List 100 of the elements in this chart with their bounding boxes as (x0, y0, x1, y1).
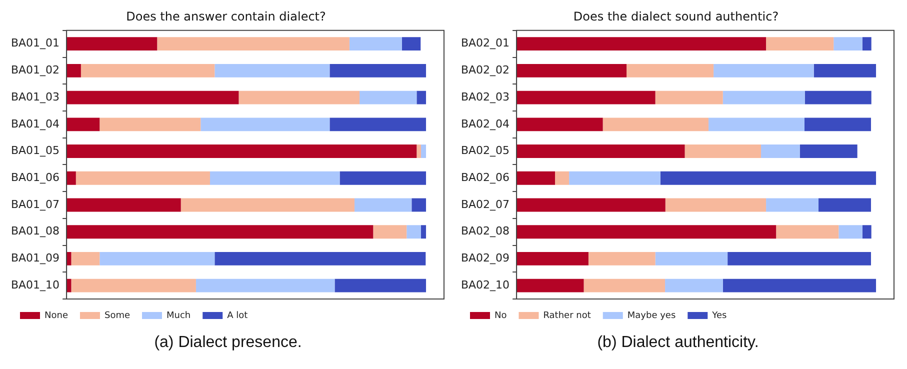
bar (766, 198, 819, 212)
bar (76, 171, 210, 185)
bar (584, 278, 666, 292)
bar (349, 37, 402, 51)
bar (665, 198, 766, 212)
bar (334, 278, 426, 292)
y-tick-label: BA02_01 (460, 36, 510, 50)
y-tick-label: BA01_01 (10, 36, 60, 50)
chart-title: Does the answer contain dialect? (126, 9, 326, 24)
y-tick-label: BA01_10 (10, 278, 60, 292)
bar (728, 252, 871, 266)
bar (516, 278, 584, 292)
y-tick-label: BA02_04 (460, 117, 510, 130)
legend-label: None (44, 310, 68, 321)
bar (722, 90, 805, 104)
y-tick-label: BA02_08 (460, 224, 510, 238)
bar (516, 64, 627, 78)
bar (555, 171, 570, 185)
bar (406, 225, 421, 239)
bar (66, 144, 417, 158)
legend-label: Some (104, 310, 130, 321)
bar (210, 171, 340, 185)
legend-label: Maybe yes (627, 310, 676, 321)
bar (800, 144, 858, 158)
bar (66, 90, 239, 104)
bar (66, 198, 181, 212)
y-tick-label: BA02_10 (460, 278, 510, 292)
bar (200, 118, 330, 132)
bar (722, 278, 876, 292)
bar (818, 198, 871, 212)
bar (602, 118, 709, 132)
bar (420, 144, 426, 158)
bar (626, 64, 714, 78)
bar (354, 198, 412, 212)
bar (516, 252, 588, 266)
y-tick-label: BA02_03 (460, 90, 510, 104)
bar (340, 171, 426, 185)
y-tick-label: BA02_09 (460, 252, 510, 265)
y-tick-label: BA01_06 (10, 170, 60, 184)
bar (516, 144, 685, 158)
bar (196, 278, 335, 292)
y-tick-label: BA01_09 (10, 252, 60, 265)
bar (862, 37, 872, 51)
bar (660, 171, 876, 185)
bar (80, 64, 215, 78)
y-tick-label: BA01_03 (10, 90, 60, 104)
bar (66, 64, 81, 78)
legend-label: Rather not (543, 310, 592, 321)
bar (655, 252, 728, 266)
y-tick-label: BA02_06 (460, 170, 510, 184)
y-tick-label: BA02_07 (460, 198, 510, 211)
bar (516, 171, 556, 185)
bar (516, 37, 766, 51)
bar (373, 225, 407, 239)
legend-label: Yes (711, 310, 727, 321)
bar (516, 198, 666, 212)
text: (a) Dialect presence. (153, 334, 303, 352)
bar (814, 64, 876, 78)
bar (655, 90, 723, 104)
chart-title: Does the dialect sound authentic? (573, 9, 779, 24)
text: (b) Dialect authenticity. (596, 334, 760, 352)
bar (416, 144, 421, 158)
bar (516, 90, 656, 104)
bar (838, 225, 862, 239)
bar (157, 37, 350, 51)
bar (402, 37, 421, 51)
bar (100, 252, 215, 266)
bar (761, 144, 800, 158)
bar (214, 252, 426, 266)
bar (834, 37, 862, 51)
bar (588, 252, 656, 266)
y-tick-label: BA01_07 (10, 198, 60, 211)
bar (66, 225, 374, 239)
bar (330, 64, 426, 78)
bar (416, 90, 426, 104)
bar (766, 37, 834, 51)
bar (238, 90, 360, 104)
bar (100, 118, 201, 132)
bar (180, 198, 354, 212)
bar (360, 90, 417, 104)
legend-label: Much (166, 310, 191, 321)
y-tick-label: BA01_04 (10, 117, 60, 130)
bar (516, 225, 776, 239)
bar (804, 118, 871, 132)
bar (66, 171, 76, 185)
bar (708, 118, 804, 132)
bar (71, 252, 100, 266)
y-tick-label: BA02_02 (460, 64, 510, 77)
bar (330, 118, 426, 132)
bar (665, 278, 723, 292)
bar (516, 118, 603, 132)
bar (776, 225, 839, 239)
bar (412, 198, 426, 212)
y-tick-label: BA01_05 (10, 144, 60, 158)
bar (66, 118, 100, 132)
legend-label: No (494, 310, 508, 321)
bar (804, 90, 872, 104)
bar (569, 171, 660, 185)
bar (71, 278, 196, 292)
bar (862, 225, 872, 239)
